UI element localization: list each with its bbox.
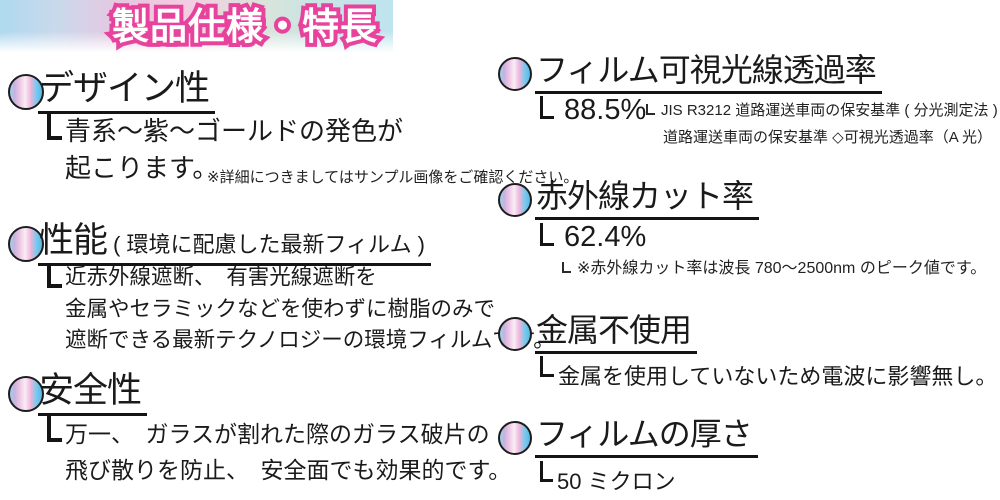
body-line: 遮断できる最新テクノロジーの環境フィルムです。	[65, 328, 555, 352]
gradient-sphere-icon	[498, 317, 532, 351]
section-title: 性能( 環境に配慮した最新フィルム )	[38, 221, 432, 266]
section-title: 安全性	[38, 372, 148, 416]
section-subtitle: ( 環境に配慮した最新フィルム )	[113, 232, 426, 257]
section-title: 金属不使用	[535, 313, 698, 354]
branch-bracket-icon	[540, 461, 553, 482]
branch-bracket-icon	[540, 223, 554, 246]
body-line: 金属やセラミックなどを使わずに樹脂のみで	[65, 296, 496, 321]
body-line: 近赤外線遮断、 有害光線遮断を	[65, 265, 377, 289]
note-text: JIS R3212 道路運送車両の保安基準 ( 分光測定法 )	[661, 102, 998, 119]
section-body: 近赤外線遮断、 有害光線遮断を 金属やセラミックなどを使わずに樹脂のみで 遮断で…	[65, 262, 555, 357]
infrared-value: 62.4%	[564, 221, 647, 253]
note-text: ※赤外線カット率は波長 780～2500nm のピーク値です。	[577, 260, 987, 277]
branch-bracket-icon	[47, 113, 62, 140]
section-title-text: 性能	[39, 221, 108, 260]
body-line: 起こります。	[65, 153, 219, 183]
page-title: 製品仕様・特長 製品仕様・特長	[108, 2, 381, 51]
section-title: 赤外線カット率	[535, 179, 760, 220]
branch-bracket-icon	[47, 263, 62, 288]
page-title-text: 製品仕様・特長	[112, 6, 378, 47]
vlt-note-line: JIS R3212 道路運送車両の保安基準 ( 分光測定法 )	[646, 99, 998, 120]
gradient-sphere-icon	[8, 74, 44, 110]
gradient-sphere-icon	[8, 376, 44, 412]
section-body: 万一、 ガラスが割れた際のガラス破片の 飛び散りを防止、 安全面でも効果的です。	[65, 417, 511, 488]
vlt-value: 88.5%	[564, 94, 647, 126]
note-bracket-icon	[562, 262, 571, 273]
section-title: デザイン性	[38, 70, 216, 114]
section-title: フィルムの厚さ	[535, 417, 758, 458]
branch-bracket-icon	[47, 415, 62, 442]
body-line: 万一、 ガラスが割れた際のガラス破片の	[65, 421, 490, 447]
gradient-sphere-icon	[8, 226, 44, 262]
vlt-note-line: 道路運送車両の保安基準 ◇可視光透過率（A 光）	[663, 129, 993, 146]
body-line: 飛び散りを防止、 安全面でも効果的です。	[65, 456, 512, 483]
branch-bracket-icon	[540, 96, 554, 119]
gradient-sphere-icon	[498, 57, 532, 91]
section-title: フィルム可視光線透過率	[535, 53, 882, 94]
section-body: 青系～紫～ゴールドの発色が 起こります。	[65, 113, 403, 187]
branch-bracket-icon	[540, 356, 554, 377]
thickness-value: 50 ミクロン	[557, 469, 676, 494]
gradient-sphere-icon	[498, 183, 532, 217]
metal-free-line: 金属を使用していないため電波に影響無し。	[558, 364, 998, 389]
design-footnote: ※詳細につきましてはサンプル画像をご確認ください。	[207, 169, 579, 186]
gradient-sphere-icon	[498, 421, 532, 455]
page-title-outline: 製品仕様・特長	[108, 2, 381, 51]
body-line: 青系～紫～ゴールドの発色が	[65, 116, 404, 146]
infrared-note-line: ※赤外線カット率は波長 780～2500nm のピーク値です。	[562, 254, 986, 278]
title-banner: 製品仕様・特長 製品仕様・特長	[0, 0, 393, 54]
note-bracket-icon	[646, 104, 655, 115]
